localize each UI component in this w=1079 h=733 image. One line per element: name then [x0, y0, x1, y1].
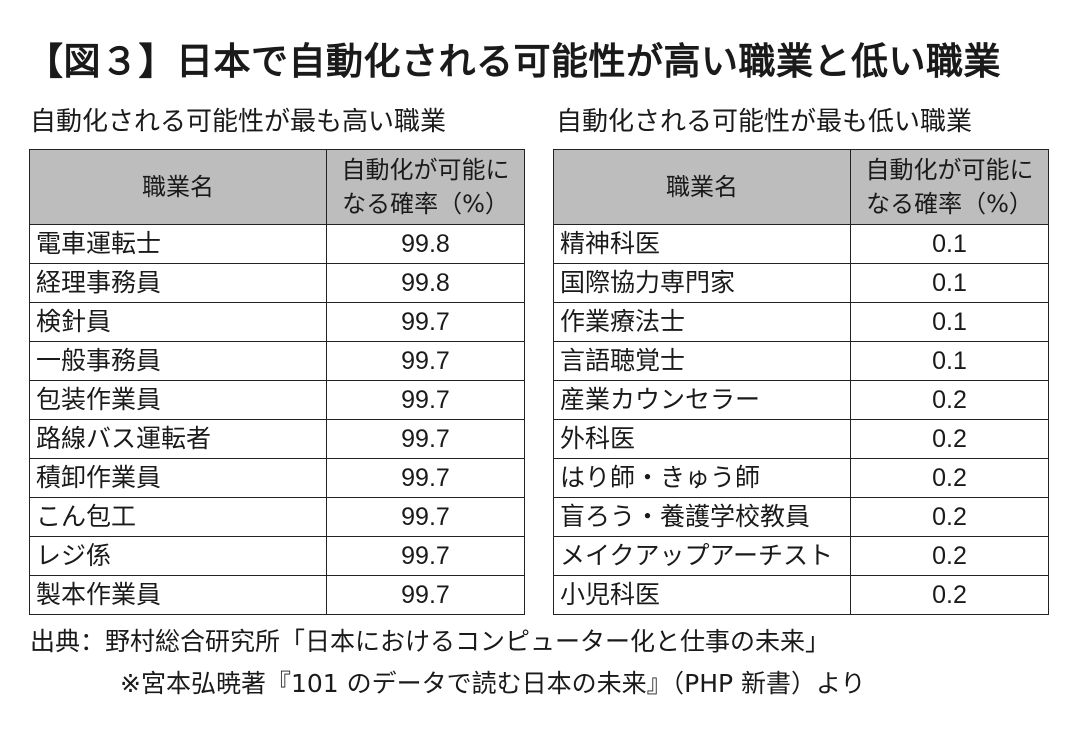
occupation-name: 小児科医 — [553, 575, 851, 615]
automation-probability: 0.2 — [850, 419, 1049, 459]
high-automation-table: 職業名 自動化が可能になる確率（%） 電車運転士 99.8 経理事務員 99.8 検針員… — [29, 149, 525, 615]
table-row: 外科医 0.2 — [553, 419, 1049, 459]
automation-probability: 99.7 — [326, 380, 525, 420]
automation-probability: 0.2 — [850, 458, 1049, 498]
table-row: メイクアップアーチスト 0.2 — [553, 536, 1049, 576]
source-note: ※宮本弘暁著『101 のデータで読む日本の未来』（PHP 新書）より — [120, 669, 866, 698]
table-row: レジ係 99.7 — [29, 536, 525, 576]
source-citation: 出典：野村総合研究所「日本におけるコンピューター化と仕事の未来」 — [30, 627, 831, 656]
occupation-name: こん包工 — [29, 497, 327, 537]
header-occupation: 職業名 — [29, 149, 327, 225]
occupation-name: 産業カウンセラー — [553, 380, 851, 420]
table-row: 国際協力専門家 0.1 — [553, 263, 1049, 303]
high-table-subtitle: 自動化される可能性が最も高い職業 — [30, 107, 447, 137]
table-row: 路線バス運転者 99.7 — [29, 419, 525, 459]
table-row: 検針員 99.7 — [29, 302, 525, 342]
table-row: 小児科医 0.2 — [553, 575, 1049, 615]
occupation-name: 路線バス運転者 — [29, 419, 327, 459]
table-row: 包装作業員 99.7 — [29, 380, 525, 420]
automation-probability: 99.7 — [326, 536, 525, 576]
automation-probability: 99.7 — [326, 497, 525, 537]
table-row: 製本作業員 99.7 — [29, 575, 525, 615]
table-row: はり師・きゅう師 0.2 — [553, 458, 1049, 498]
automation-probability: 99.7 — [326, 302, 525, 342]
automation-probability: 99.8 — [326, 224, 525, 264]
automation-probability: 99.7 — [326, 575, 525, 615]
occupation-name: 検針員 — [29, 302, 327, 342]
table-row: 一般事務員 99.7 — [29, 341, 525, 381]
table-row: こん包工 99.7 — [29, 497, 525, 537]
automation-probability: 0.2 — [850, 380, 1049, 420]
automation-probability: 99.7 — [326, 458, 525, 498]
occupation-name: 外科医 — [553, 419, 851, 459]
occupation-name: 製本作業員 — [29, 575, 327, 615]
automation-probability: 0.2 — [850, 575, 1049, 615]
automation-probability: 99.8 — [326, 263, 525, 303]
occupation-name: 言語聴覚士 — [553, 341, 851, 381]
header-probability: 自動化が可能になる確率（%） — [326, 149, 525, 225]
occupation-name: 精神科医 — [553, 224, 851, 264]
table-row: 盲ろう・養護学校教員 0.2 — [553, 497, 1049, 537]
header-occupation: 職業名 — [553, 149, 851, 225]
automation-probability: 0.1 — [850, 224, 1049, 264]
automation-probability: 0.2 — [850, 536, 1049, 576]
table-row: 積卸作業員 99.7 — [29, 458, 525, 498]
occupation-name: 包装作業員 — [29, 380, 327, 420]
high-table-body: 電車運転士 99.8 経理事務員 99.8 検針員 99.7 一般事務員 99.7 包装作業員 9… — [29, 224, 525, 615]
occupation-name: 電車運転士 — [29, 224, 327, 264]
low-automation-table: 職業名 自動化が可能になる確率（%） 精神科医 0.1 国際協力専門家 0.1 作業療法… — [553, 149, 1049, 615]
automation-probability: 0.1 — [850, 302, 1049, 342]
table-row: 産業カウンセラー 0.2 — [553, 380, 1049, 420]
occupation-name: 作業療法士 — [553, 302, 851, 342]
automation-probability: 0.1 — [850, 341, 1049, 381]
table-header-row: 職業名 自動化が可能になる確率（%） — [553, 149, 1049, 225]
low-table-body: 精神科医 0.1 国際協力専門家 0.1 作業療法士 0.1 言語聴覚士 0.1 産業カウンセラ… — [553, 224, 1049, 615]
table-row: 経理事務員 99.8 — [29, 263, 525, 303]
occupation-name: メイクアップアーチスト — [553, 536, 851, 576]
figure-title: 【図３】日本で自動化される可能性が高い職業と低い職業 — [26, 40, 1001, 83]
occupation-name: 経理事務員 — [29, 263, 327, 303]
table-row: 電車運転士 99.8 — [29, 224, 525, 264]
low-table-subtitle: 自動化される可能性が最も低い職業 — [556, 107, 973, 137]
occupation-name: 国際協力専門家 — [553, 263, 851, 303]
automation-probability: 99.7 — [326, 341, 525, 381]
occupation-name: 一般事務員 — [29, 341, 327, 381]
occupation-name: 盲ろう・養護学校教員 — [553, 497, 851, 537]
occupation-name: 積卸作業員 — [29, 458, 327, 498]
occupation-name: レジ係 — [29, 536, 327, 576]
automation-probability: 0.2 — [850, 497, 1049, 537]
header-probability: 自動化が可能になる確率（%） — [850, 149, 1049, 225]
table-row: 言語聴覚士 0.1 — [553, 341, 1049, 381]
automation-probability: 99.7 — [326, 419, 525, 459]
table-row: 精神科医 0.1 — [553, 224, 1049, 264]
automation-probability: 0.1 — [850, 263, 1049, 303]
table-header-row: 職業名 自動化が可能になる確率（%） — [29, 149, 525, 225]
table-row: 作業療法士 0.1 — [553, 302, 1049, 342]
occupation-name: はり師・きゅう師 — [553, 458, 851, 498]
